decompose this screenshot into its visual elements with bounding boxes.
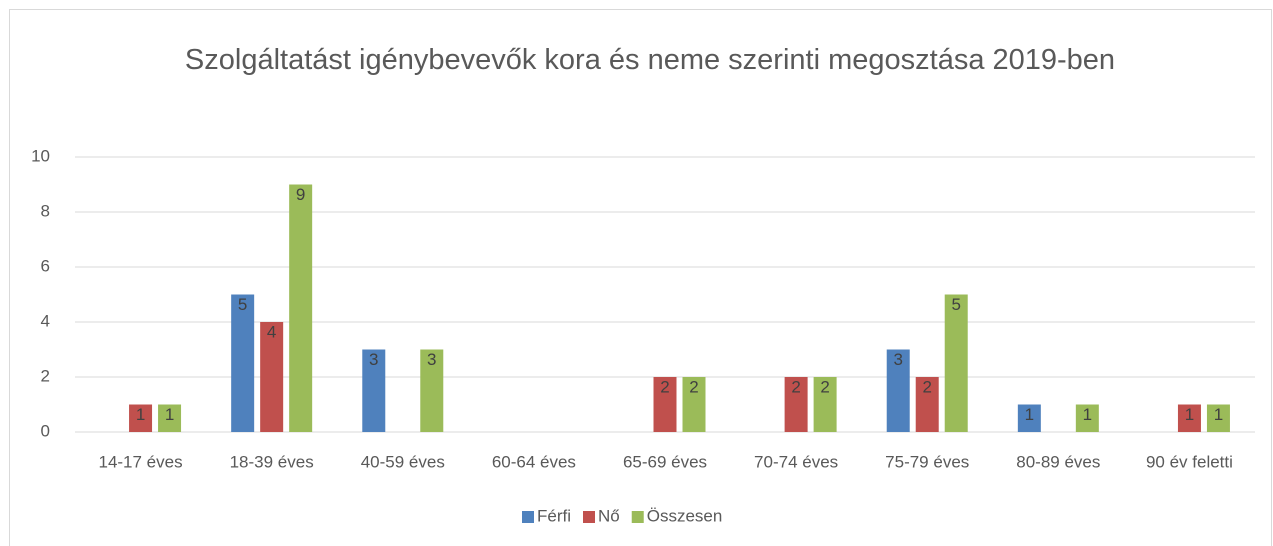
data-label: 3 [893,350,902,369]
chart-title: Szolgáltatást igénybevevők kora és neme … [184,44,1116,76]
legend-swatch [631,511,644,523]
x-tick-label: 60-64 éves [492,452,576,471]
x-tick-label: 90 év feletti [1146,452,1233,471]
data-label: 2 [820,377,829,396]
bar [420,349,444,432]
data-label: 4 [267,322,276,341]
data-label: 1 [1083,405,1092,424]
data-label: 5 [951,295,960,314]
y-tick-label: 8 [41,201,50,220]
bar [886,349,910,432]
x-tick-label: 18-39 éves [230,452,314,471]
y-tick-label: 0 [41,421,50,440]
bar [129,404,153,432]
data-label: 1 [1214,405,1223,424]
bar [813,377,837,432]
bar [1017,404,1041,432]
x-tick-label: 65-69 éves [623,452,707,471]
legend-swatch [522,511,534,523]
y-tick-label: 2 [41,366,50,385]
y-tick-label: 4 [41,311,50,330]
bar [682,377,706,432]
legend-label: Összesen [647,506,723,525]
bar [653,377,677,432]
bar [1177,404,1201,432]
x-tick-label: 70-74 éves [754,452,838,471]
x-tick-label: 14-17 éves [98,452,182,471]
bar [915,377,939,432]
bar [362,349,386,432]
bar [260,322,284,432]
y-tick-label: 6 [41,256,50,275]
data-label: 2 [689,377,698,396]
x-tick-label: 40-59 éves [361,452,445,471]
data-label: 2 [660,377,669,396]
legend-label: Nő [598,506,620,525]
data-label: 3 [369,350,378,369]
bar [1075,404,1099,432]
data-label: 2 [922,377,931,396]
data-label: 9 [296,185,305,204]
bar [1206,404,1230,432]
data-label: 2 [791,377,800,396]
bar [784,377,808,432]
bar [944,294,968,432]
legend-swatch [583,511,595,523]
bar [289,184,313,432]
bar [158,404,182,432]
x-tick-label: 80-89 éves [1016,452,1100,471]
data-label: 1 [1185,405,1194,424]
chart-border [9,9,1272,546]
bar [231,294,255,432]
x-tick-label: 75-79 éves [885,452,969,471]
data-label: 3 [427,350,436,369]
data-label: 1 [136,405,145,424]
data-label: 1 [1025,405,1034,424]
legend-label: Férfi [537,506,571,525]
data-label: 5 [238,295,247,314]
data-label: 1 [165,405,174,424]
y-tick-label: 10 [31,146,50,165]
